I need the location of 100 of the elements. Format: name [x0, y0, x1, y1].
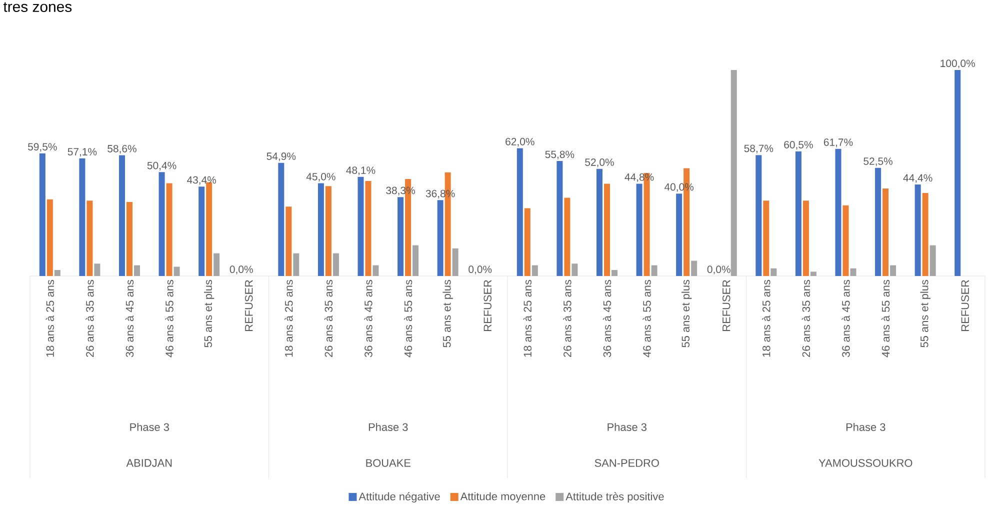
bar — [524, 208, 530, 276]
bar — [914, 184, 921, 276]
bar — [890, 265, 896, 276]
data-label: 50,4% — [147, 162, 176, 170]
bar — [94, 264, 100, 276]
data-label: 62,0% — [506, 138, 534, 147]
bar — [293, 253, 300, 276]
x-tick-label: 26 ans à 35 ans — [563, 280, 572, 357]
data-label: 0,0% — [468, 266, 492, 274]
data-label: 54,9% — [266, 152, 296, 162]
legend-label: Attitude très positive — [566, 492, 664, 503]
bar — [398, 197, 404, 276]
bar — [802, 200, 809, 276]
bar — [636, 184, 642, 276]
data-label: 52,0% — [585, 158, 614, 168]
x-tick-label: 55 ans et plus — [442, 280, 453, 348]
bar — [922, 192, 928, 276]
bar — [691, 260, 698, 276]
bar — [86, 200, 93, 276]
data-label: 60,5% — [784, 141, 813, 150]
data-label: 48,1% — [346, 166, 376, 176]
data-label: 61,7% — [824, 138, 853, 148]
bar — [651, 265, 658, 276]
data-label: 0,0% — [707, 266, 730, 274]
data-label: 43,4% — [186, 176, 216, 185]
bar — [596, 168, 602, 276]
x-tick-label: 55 ans et plus — [681, 280, 692, 348]
bar — [39, 153, 46, 276]
bar — [79, 158, 86, 276]
text: SAN-PEDRO — [594, 459, 659, 467]
data-label: 59,5% — [28, 143, 57, 152]
data-label: 55,8% — [545, 150, 574, 160]
data-label: 52,5% — [864, 158, 892, 166]
x-tick-label: 55 ans et plus — [204, 280, 214, 348]
bar — [611, 270, 618, 276]
bar — [676, 194, 682, 276]
text: Phase 3 — [846, 422, 886, 432]
bar — [286, 206, 292, 276]
x-tick-label: REFUSER — [961, 280, 969, 331]
bar — [325, 186, 332, 276]
x-tick-label: REFUSER — [484, 280, 492, 331]
text: Phase 3 — [608, 422, 646, 432]
bar — [158, 172, 165, 276]
bar — [930, 245, 936, 276]
bar — [365, 181, 372, 276]
bar — [835, 148, 842, 276]
bar — [452, 248, 458, 276]
text: ABIDJAN — [126, 459, 172, 467]
bar — [572, 264, 578, 276]
bar — [412, 245, 419, 276]
data-label: 58,7% — [744, 144, 774, 154]
bar — [756, 155, 762, 276]
x-tick-label: 36 ans à 45 ans — [364, 280, 372, 358]
bar — [358, 176, 364, 276]
x-tick-label: 46 ans à 55 ans — [881, 280, 890, 358]
bar — [318, 183, 324, 276]
bar — [882, 188, 889, 276]
x-tick-label: 36 ans à 45 ans — [842, 280, 850, 358]
x-tick-label: 46 ans à 55 ans — [642, 280, 651, 358]
data-label: 0,0% — [230, 266, 253, 274]
x-tick-label: 55 ans et plus — [920, 280, 930, 348]
text: YAMOUSSOUKRO — [818, 459, 912, 467]
data-label: 58,6% — [108, 144, 136, 154]
x-tick-label: 18 ans à 25 ans — [46, 280, 54, 357]
bar — [134, 265, 140, 276]
x-tick-label: 46 ans à 55 ans — [165, 280, 174, 358]
bar — [556, 161, 563, 276]
bar — [604, 184, 610, 276]
bar — [564, 198, 570, 276]
bar — [954, 70, 961, 276]
bar — [770, 268, 777, 276]
data-label: 100,0% — [940, 60, 975, 68]
x-tick-label: 18 ans à 25 ans — [523, 280, 532, 357]
text: Phase 3 — [368, 422, 408, 432]
bar — [118, 155, 125, 276]
x-tick-label: REFUSER — [722, 280, 730, 331]
bar — [810, 272, 816, 276]
bar — [278, 162, 284, 276]
bar — [516, 148, 523, 276]
bar — [730, 70, 737, 276]
bar — [763, 200, 770, 276]
bar — [54, 270, 60, 276]
bar — [795, 151, 802, 276]
bar — [437, 200, 444, 276]
x-tick-label: 46 ans à 55 ans — [404, 280, 412, 358]
bar — [198, 186, 205, 276]
bar — [842, 205, 849, 276]
bar — [166, 183, 172, 276]
x-tick-label: 18 ans à 25 ans — [284, 280, 293, 357]
bar — [46, 199, 53, 276]
bar — [126, 202, 132, 276]
x-tick-label: REFUSER — [244, 280, 253, 331]
x-tick-label: 18 ans à 25 ans — [762, 280, 770, 357]
text: Phase 3 — [130, 422, 169, 432]
x-tick-label: 26 ans à 35 ans — [802, 280, 810, 357]
legend-label: Attitude négative — [358, 492, 440, 503]
bar — [214, 253, 220, 276]
legend-label: Attitude moyenne — [460, 492, 546, 502]
x-tick-label: 36 ans à 45 ans — [602, 280, 612, 358]
data-label: 57,1% — [68, 148, 97, 157]
